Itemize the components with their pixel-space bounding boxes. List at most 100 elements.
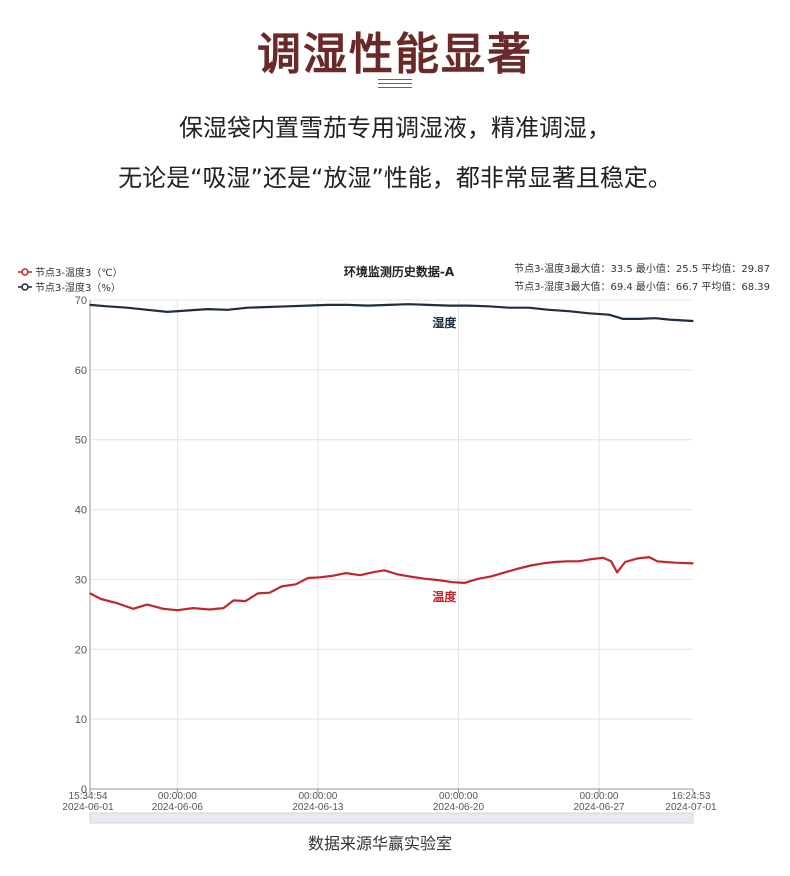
data-point — [664, 561, 667, 563]
data-point — [319, 576, 321, 579]
data-point — [530, 564, 532, 567]
data-point — [636, 557, 638, 560]
data-point — [578, 560, 580, 563]
data-point — [566, 560, 568, 563]
data-point — [89, 304, 91, 306]
x-tick-date: 2024-07-01 — [665, 802, 717, 813]
data-point — [287, 305, 289, 308]
data-point — [359, 574, 361, 576]
data-point — [467, 304, 470, 307]
data-point — [568, 310, 570, 313]
data-point — [548, 309, 550, 311]
data-point — [477, 577, 480, 580]
data-point — [371, 571, 373, 574]
x-tick-time: 15:34:54 — [69, 791, 108, 802]
y-tick-label: 70 — [75, 295, 87, 307]
legend-marker — [21, 268, 29, 276]
data-point — [407, 303, 410, 306]
data-point — [132, 608, 134, 610]
data-point — [624, 561, 626, 563]
data-point — [668, 318, 671, 321]
data-point — [126, 306, 128, 309]
data-point — [489, 575, 492, 578]
y-tick-label: 40 — [75, 505, 87, 517]
data-point — [266, 306, 269, 308]
data-point — [692, 320, 694, 322]
data-point — [232, 599, 235, 602]
data-point — [281, 585, 283, 588]
data-point — [622, 318, 624, 320]
data-point — [106, 305, 108, 308]
data-point — [89, 592, 91, 595]
chart-grid — [90, 299, 693, 790]
x-tick-date: 2024-06-06 — [152, 802, 204, 813]
series-line-temperature — [89, 555, 694, 612]
x-tick-date: 2024-06-01 — [62, 802, 114, 813]
data-point — [515, 568, 518, 570]
data-point — [503, 571, 506, 574]
data-point — [554, 561, 556, 563]
data-point — [347, 304, 349, 306]
legend-marker — [21, 283, 29, 291]
data-point — [226, 309, 229, 311]
data-point — [427, 304, 430, 306]
data-point — [166, 311, 169, 313]
data-point — [610, 560, 612, 563]
series-inline-label-temperature: 温度 — [432, 589, 457, 604]
data-point — [602, 557, 604, 559]
data-source-note: 数据来源华赢实验室 — [307, 834, 452, 853]
data-point — [507, 306, 510, 309]
data-point — [146, 603, 148, 606]
data-point — [327, 304, 329, 306]
legend-entry: 节点3-温度3（℃） — [35, 266, 123, 279]
data-point — [176, 609, 179, 611]
data-point — [588, 312, 590, 315]
data-point — [487, 305, 490, 308]
data-point — [638, 318, 640, 320]
y-tick-label: 30 — [75, 574, 87, 586]
x-tick-date: 2024-06-13 — [292, 802, 344, 813]
x-tick-time: 16:24:53 — [672, 791, 711, 802]
data-point — [616, 571, 618, 574]
data-point — [463, 582, 466, 584]
subtitle-line-1: 保湿袋内置雪茄专用调湿液，精准调湿， — [179, 114, 611, 142]
x-tick-time: 00:00:00 — [439, 791, 478, 802]
data-point — [162, 608, 165, 610]
zoom-slider-bar — [89, 812, 694, 824]
legend-entry: 节点3-湿度3（%） — [35, 281, 121, 294]
data-point — [256, 592, 259, 595]
x-tick-date: 2024-06-27 — [573, 802, 625, 813]
data-point — [146, 309, 148, 311]
y-tick-label: 10 — [75, 714, 87, 726]
data-point — [397, 573, 400, 576]
y-tick-label: 60 — [75, 365, 87, 377]
data-point — [451, 581, 454, 583]
data-point — [367, 304, 369, 307]
data-point — [307, 304, 309, 307]
data-point — [437, 579, 440, 581]
data-point — [692, 562, 694, 565]
data-point — [244, 600, 247, 602]
data-point — [527, 306, 530, 309]
data-point — [186, 309, 189, 312]
x-tick-date: 2024-06-20 — [433, 802, 485, 813]
series-line-humidity — [89, 303, 694, 323]
chart-title: 环境监测历史数据-A — [344, 264, 455, 279]
chart-series — [89, 303, 694, 612]
data-point — [656, 560, 659, 563]
data-point — [409, 575, 412, 578]
data-point — [590, 558, 592, 560]
data-point — [674, 561, 677, 564]
data-point — [345, 572, 347, 574]
y-tick-label: 50 — [75, 435, 87, 447]
x-tick-time: 00:00:00 — [158, 791, 197, 802]
data-point — [307, 577, 309, 579]
data-point — [383, 569, 386, 572]
series-stats: 节点3-湿度3最大值：69.4 最小值：66.7 平均值：68.39 — [514, 280, 770, 293]
x-tick-time: 00:00:00 — [580, 791, 619, 802]
data-point — [387, 304, 390, 306]
data-point — [608, 313, 610, 316]
page-headline: 调湿性能显著 — [257, 29, 533, 80]
